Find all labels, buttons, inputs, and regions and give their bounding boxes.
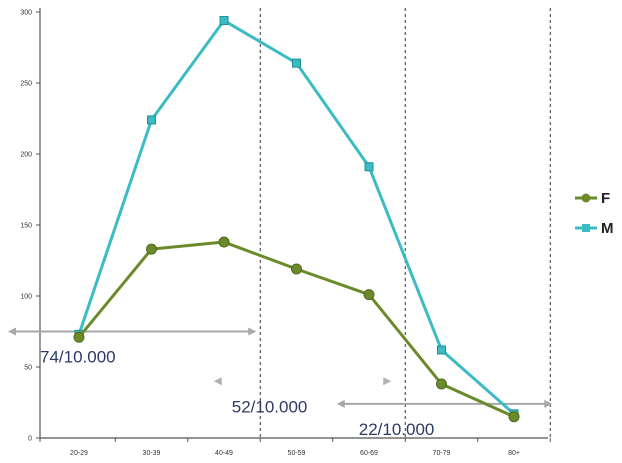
x-tick-label: 80+ <box>508 450 520 457</box>
y-tick-label: 100 <box>20 294 32 301</box>
legend-label-M: M <box>601 220 614 237</box>
x-tick-label: 70-79 <box>433 450 451 457</box>
x-tick-label: 30-39 <box>143 450 161 457</box>
ratio-annotation: 22/10.000 <box>359 420 435 439</box>
annotations: 74/10.000 52/10.000 22/10.000 <box>8 327 553 439</box>
data-point-F <box>146 243 157 255</box>
data-point-M <box>292 58 301 68</box>
y-tick-label: 0 <box>28 436 32 443</box>
x-tick-label: 50-59 <box>288 450 306 457</box>
data-point-F <box>508 411 520 423</box>
range-arrow-left <box>8 327 16 336</box>
x-tick-label: 20-29 <box>70 450 88 457</box>
data-point-F <box>218 236 230 248</box>
range-arrow-right <box>544 399 553 408</box>
range-arrow-left <box>213 377 222 386</box>
range-arrow-left <box>336 399 345 408</box>
data-point-M <box>219 16 229 26</box>
series-layer <box>73 16 520 423</box>
ratio-annotation: 52/10.000 <box>232 397 308 416</box>
y-tick-label: 150 <box>20 223 32 230</box>
legend: FM <box>575 190 614 237</box>
series-line-M <box>77 19 515 415</box>
y-tick-label: 50 <box>24 365 32 372</box>
data-point-F <box>363 289 375 301</box>
data-point-F <box>291 263 302 275</box>
data-point-F <box>73 331 85 343</box>
range-arrow-right <box>383 377 392 386</box>
data-point-M <box>364 162 374 172</box>
ratio-annotation: 74/10.000 <box>40 348 116 367</box>
data-point-M <box>437 345 446 355</box>
axes: 0 50 100 150 200 250 300 20-29 30-39 40-49 50-59 60… <box>20 8 551 457</box>
legend-marker-M <box>582 224 590 232</box>
legend-marker-F <box>581 193 591 203</box>
x-tick-label: 60-69 <box>360 450 378 457</box>
legend-label-F: F <box>601 190 610 207</box>
data-point-F <box>436 378 447 390</box>
y-tick-label: 200 <box>20 152 32 159</box>
x-tick-label: 40-49 <box>215 450 233 457</box>
range-arrow-right <box>248 327 257 336</box>
y-tick-label: 300 <box>20 10 32 17</box>
data-point-M <box>147 115 156 125</box>
y-tick-label: 250 <box>20 81 32 88</box>
